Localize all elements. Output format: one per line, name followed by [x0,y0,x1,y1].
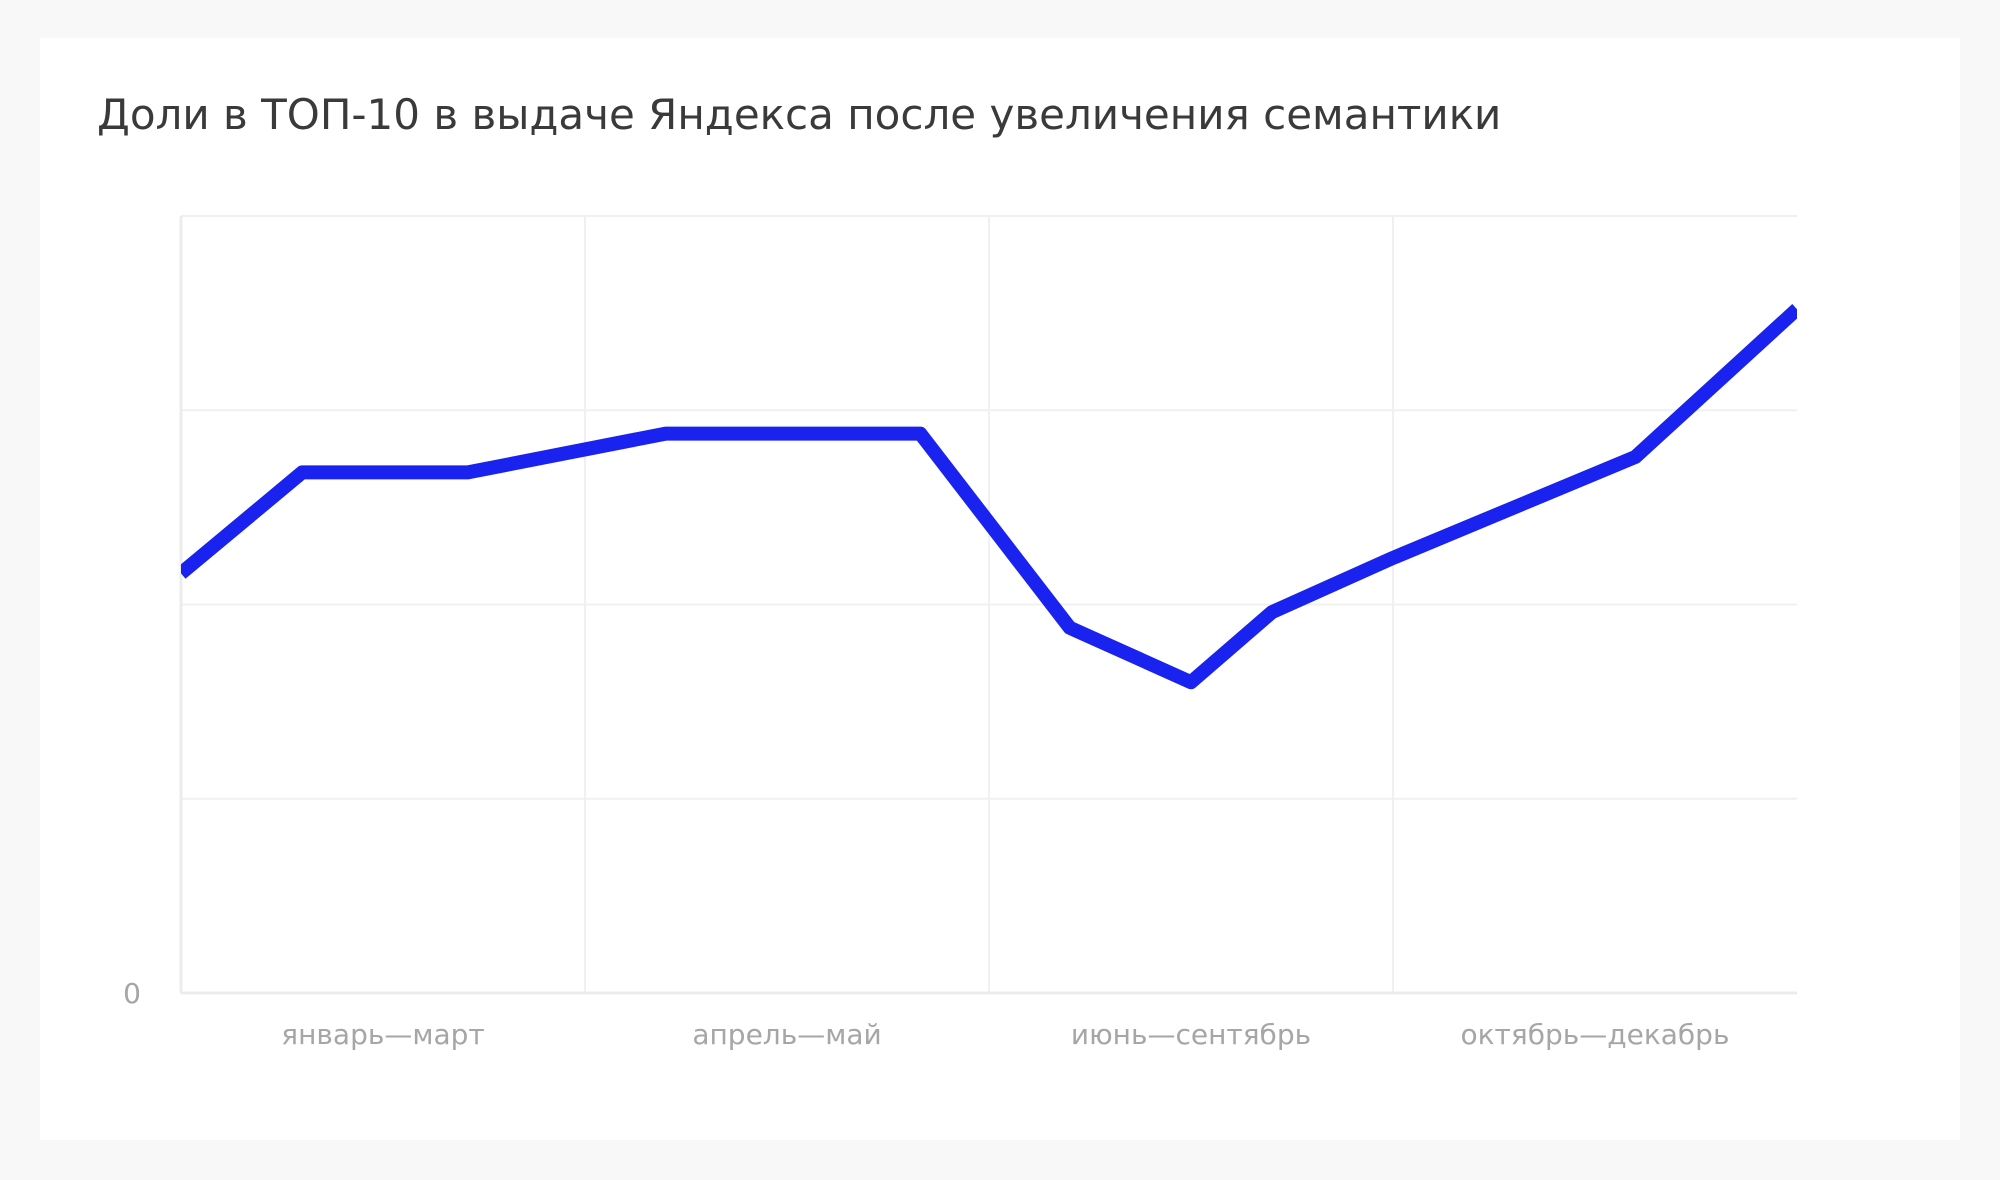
line-chart: 0 январь—март апрель—май июнь—сентябрь октяб… [123,215,1797,1051]
x-tick-label: июнь—сентябрь [1071,1018,1311,1051]
x-tick-label: октябрь—декабрь [1461,1018,1730,1051]
x-tick-label: апрель—май [692,1018,881,1051]
chart-card: Доли в ТОП-10 в выдаче Яндекса после уве… [40,38,1960,1140]
chart-title: Доли в ТОП-10 в выдаче Яндекса после уве… [97,90,1502,139]
y-tick-label: 0 [123,977,141,1010]
x-tick-label: январь—март [281,1018,484,1051]
series-line [181,304,1797,690]
